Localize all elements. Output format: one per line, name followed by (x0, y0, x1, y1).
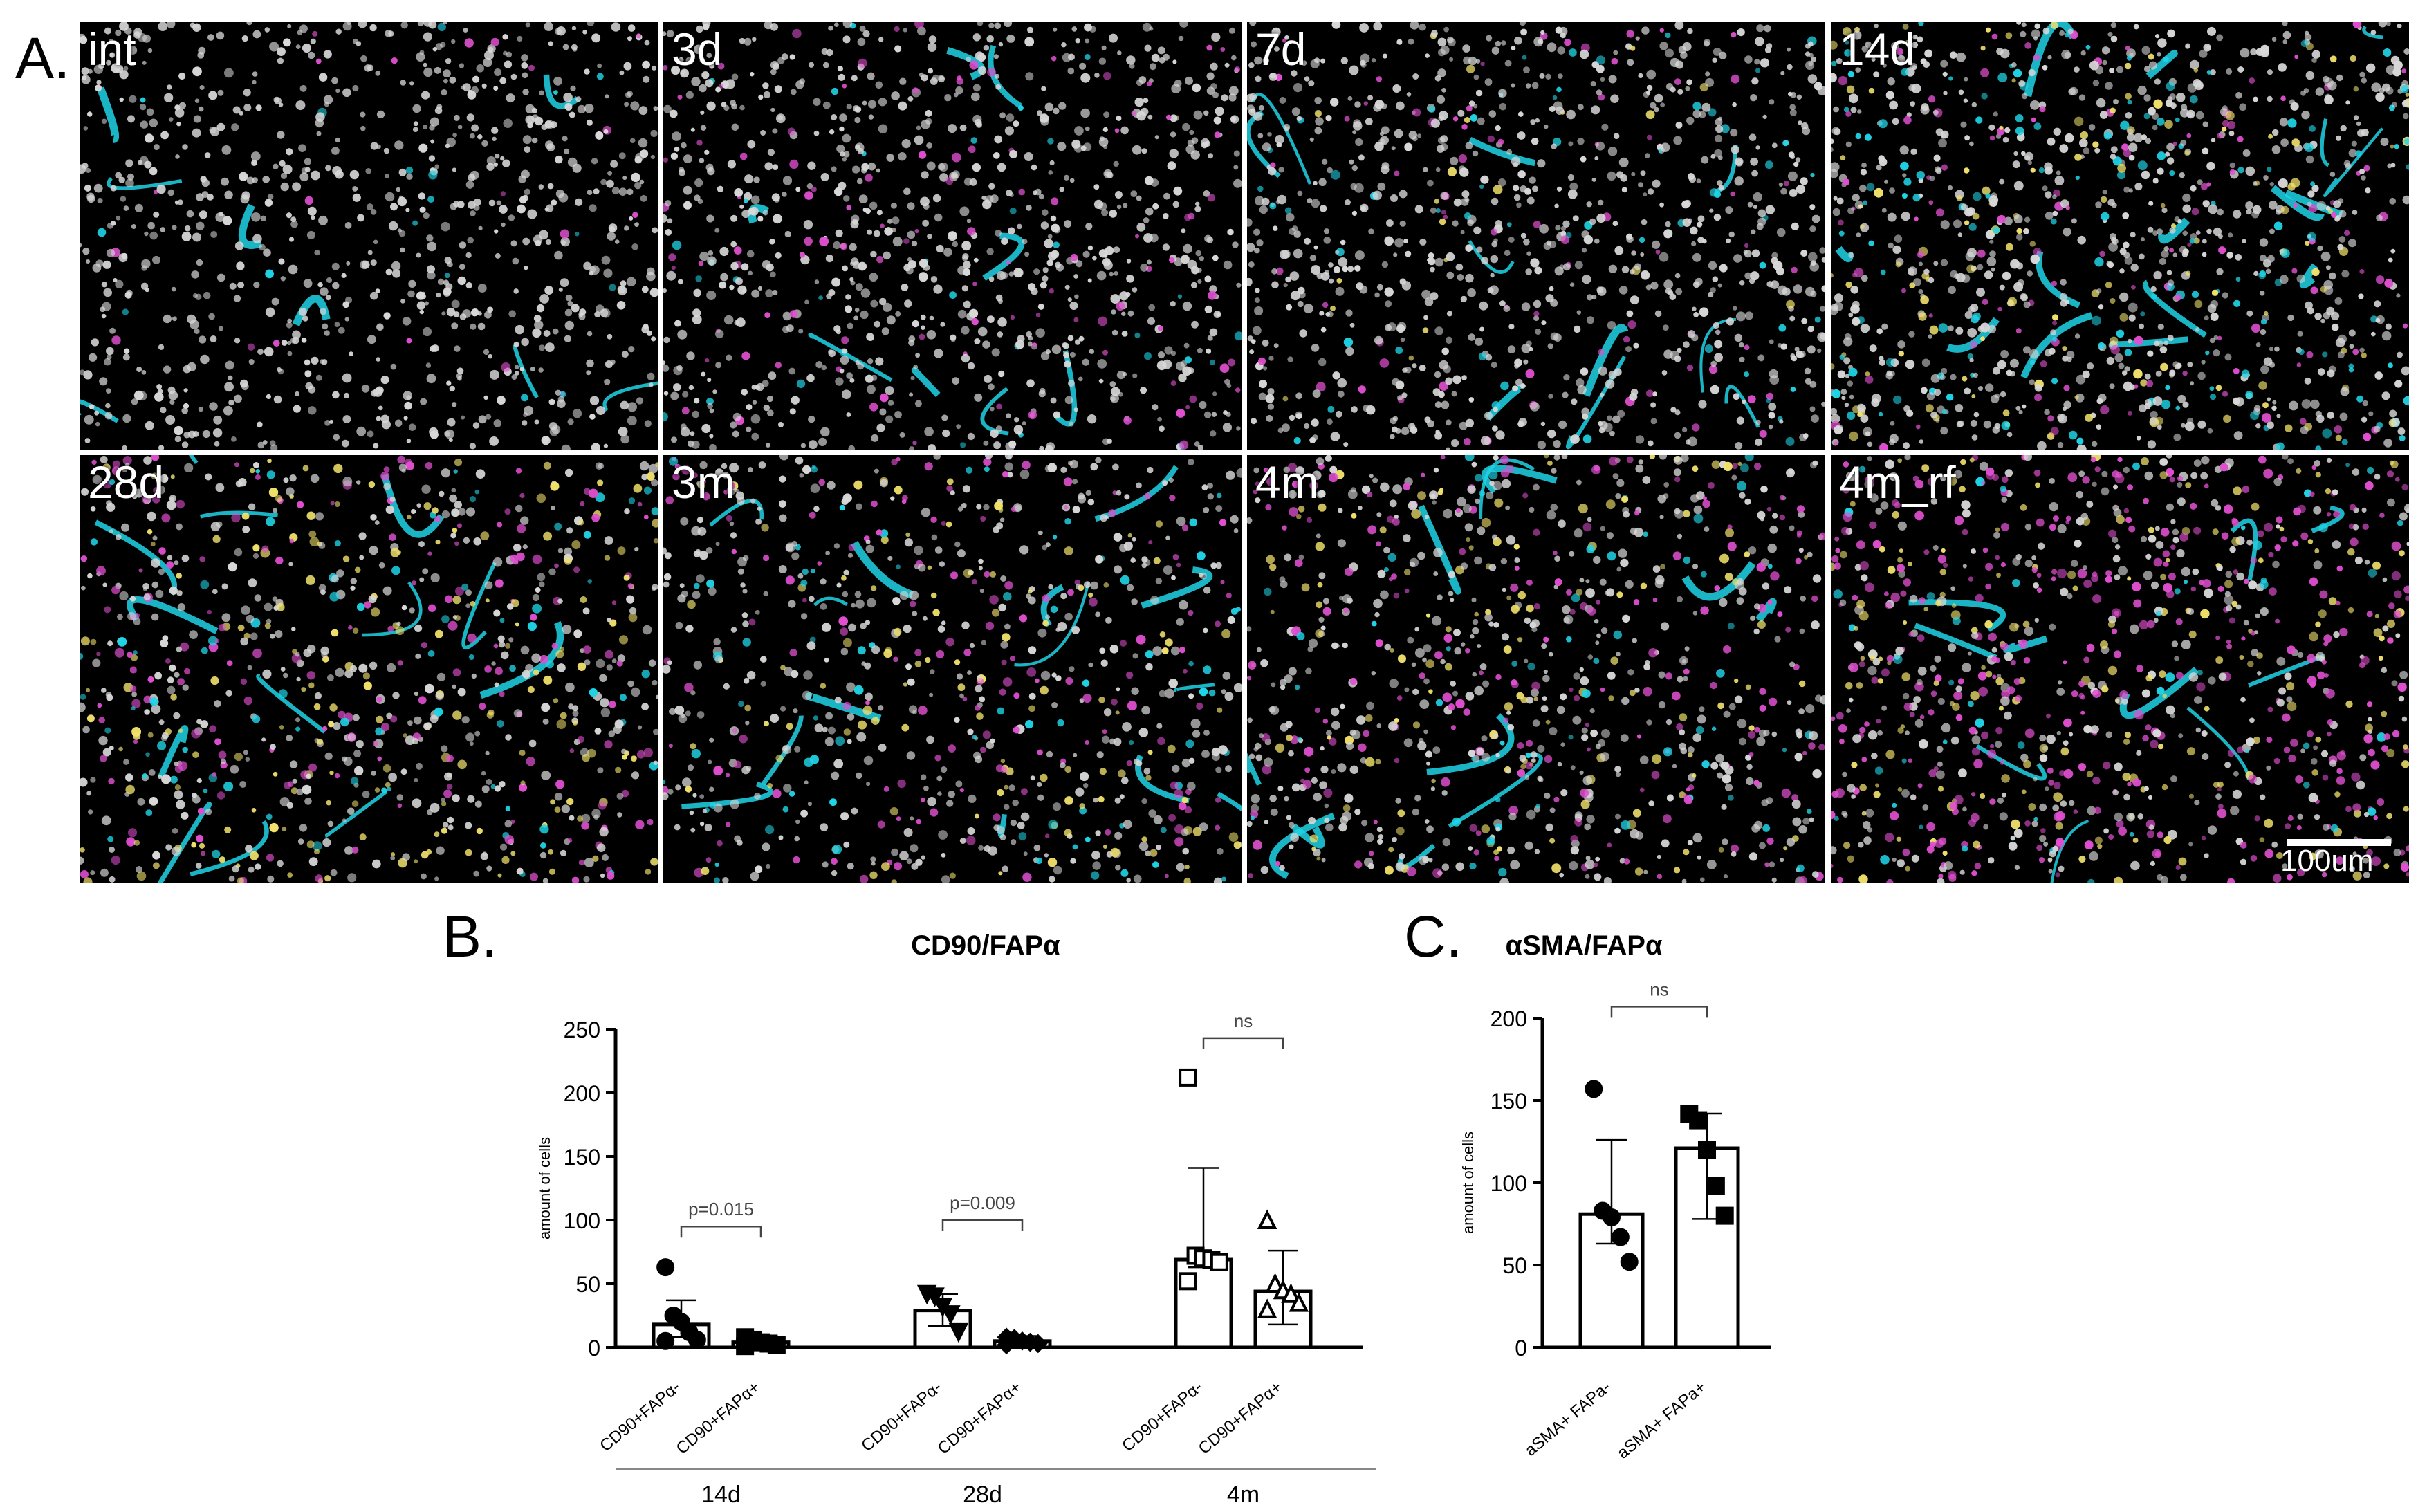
significance-bracket (1610, 1006, 1708, 1018)
y-tick-label: 0 (1515, 1336, 1527, 1361)
micrograph-tissue (1247, 22, 1825, 450)
micrograph-label: 3m (672, 457, 735, 508)
data-point (656, 1258, 675, 1277)
data-point (1281, 1283, 1301, 1303)
micrograph-label: 4m (1255, 457, 1319, 508)
category-label: CD90+FAPα- (1118, 1378, 1206, 1455)
y-axis-label: amount of cells (1459, 1132, 1477, 1234)
significance-label: ns (1650, 979, 1668, 999)
micrograph-label: 28d (88, 457, 165, 508)
significance-label: ns (1234, 1011, 1253, 1031)
micrograph-tissue (663, 455, 1242, 883)
micrograph-label: 14d (1839, 24, 1916, 75)
data-point (1179, 1068, 1197, 1087)
significance-bracket (1202, 1037, 1284, 1049)
group-label: 4m (1227, 1482, 1259, 1508)
data-point (1706, 1177, 1725, 1195)
data-point (736, 1337, 755, 1356)
chart-c-asma-fapa: αSMA/FAPα 0 50 100 150 200 amount of cells aSMA… (1459, 930, 1771, 1463)
y-tick-label: 50 (575, 1272, 600, 1297)
data-point (1698, 1141, 1716, 1159)
micrograph-7d: 7d (1247, 22, 1825, 450)
data-point (1257, 1298, 1277, 1318)
micrograph-3d: 3d (663, 22, 1242, 450)
y-tick-label: 100 (564, 1208, 600, 1233)
category-label: CD90+FAPα- (596, 1378, 684, 1455)
chart-b-cd90-fapa: CD90/FAPα 0 50 100 150 200 250 amount of cells C… (536, 930, 1376, 1508)
data-point (656, 1331, 675, 1350)
chart-title: CD90/FAPα (911, 930, 1060, 961)
data-point (1210, 1253, 1228, 1271)
micrograph-tissue (663, 22, 1242, 450)
data-point (948, 1322, 969, 1343)
micrograph-tissue (1831, 22, 2409, 450)
micrograph-label: 4m_rf (1839, 457, 1956, 508)
micrograph-4m-rf: 4m_rf 100um (1831, 455, 2409, 883)
data-point (1265, 1273, 1285, 1293)
data-point (1179, 1272, 1197, 1291)
data-point (1715, 1206, 1734, 1225)
y-tick-label: 150 (564, 1145, 600, 1170)
panel-c-letter: C. (1404, 904, 1462, 969)
data-point (925, 1287, 945, 1307)
data-point (1028, 1334, 1048, 1354)
panel-a-letter: A. (15, 26, 71, 91)
micrograph-int: int (80, 22, 658, 450)
scale-bar (2287, 839, 2391, 846)
data-point (1603, 1208, 1621, 1226)
group-label: 28d (963, 1482, 1002, 1508)
y-tick-label: 0 (588, 1336, 600, 1361)
micrograph-tissue (80, 22, 658, 450)
group-label: 14d (701, 1482, 741, 1508)
data-point (1620, 1253, 1639, 1271)
data-point (1289, 1292, 1309, 1312)
y-axis-label: amount of cells (536, 1137, 553, 1239)
micrograph-label: 7d (1255, 24, 1307, 75)
data-point (1585, 1080, 1603, 1098)
data-point (1257, 1209, 1277, 1229)
scale-bar-label: 100um (2280, 844, 2374, 878)
significance-bracket (941, 1219, 1024, 1231)
micrograph-3m: 3m (663, 455, 1242, 883)
category-label: CD90+FAPα- (858, 1378, 945, 1455)
micrograph-label: int (88, 24, 136, 75)
data-point (1689, 1111, 1708, 1130)
chart-title: αSMA/FAPα (1506, 930, 1663, 961)
category-label: CD90+FAPα+ (1195, 1378, 1286, 1458)
y-tick-label: 200 (564, 1081, 600, 1106)
micrograph-28d: 28d (80, 455, 658, 883)
data-point (1611, 1228, 1630, 1246)
data-point (941, 1305, 961, 1325)
significance-bracket (680, 1225, 762, 1238)
significance-label: p=0.009 (950, 1192, 1015, 1213)
data-point (997, 1335, 1016, 1355)
micrograph-14d: 14d (1831, 22, 2409, 450)
micrograph-4m: 4m (1247, 455, 1825, 883)
data-point (767, 1336, 786, 1354)
data-point (688, 1330, 706, 1349)
y-tick-label: 100 (1491, 1171, 1527, 1196)
micrograph-tissue (80, 455, 658, 883)
y-tick-label: 150 (1491, 1089, 1527, 1114)
micrograph-tissue (1247, 455, 1825, 883)
category-label: aSMA+ FAPa- (1522, 1378, 1614, 1460)
y-tick-label: 250 (564, 1017, 600, 1042)
category-label: CD90+FAPα+ (673, 1378, 764, 1458)
category-label: CD90+FAPα+ (934, 1378, 1025, 1458)
y-tick-label: 200 (1491, 1006, 1527, 1031)
panel-b-letter: B. (443, 904, 498, 969)
micrograph-tissue (1831, 455, 2409, 883)
category-label: aSMA+ FAPa+ (1614, 1378, 1710, 1463)
significance-label: p=0.015 (688, 1199, 754, 1219)
y-tick-label: 50 (1502, 1253, 1527, 1278)
micrograph-label: 3d (672, 24, 723, 75)
